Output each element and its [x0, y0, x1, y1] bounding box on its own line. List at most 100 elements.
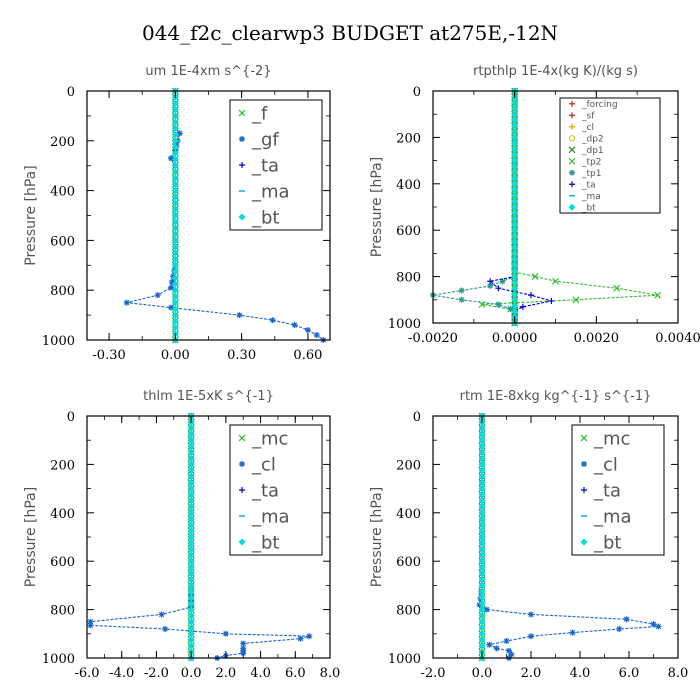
- data-point: [313, 332, 320, 339]
- data-point: [511, 215, 519, 223]
- data-point: [171, 324, 179, 332]
- legend-item: _f: [238, 103, 268, 124]
- data-point: [187, 563, 195, 571]
- series-bt: [511, 87, 519, 327]
- data-point: [171, 268, 179, 276]
- x-tick-label: 8.0: [320, 666, 341, 681]
- legend-label: _dp1: [581, 146, 604, 156]
- data-point: [167, 284, 174, 291]
- data-point: [511, 232, 519, 240]
- x-tick-label: -2.0: [144, 666, 169, 681]
- legend-item: _ma: [239, 181, 290, 202]
- data-point: [511, 278, 519, 286]
- data-point: [187, 460, 195, 468]
- data-point: [171, 137, 179, 145]
- data-point: [458, 296, 465, 303]
- data-point: [508, 651, 515, 658]
- chart-2: rtpthlp 1E-4x(kg K)/(kg s) Pressure [hPa]…: [369, 64, 700, 346]
- data-point: [478, 618, 486, 626]
- legend-marker: [568, 203, 576, 211]
- data-point: [511, 139, 519, 147]
- data-point: [222, 630, 229, 637]
- legend-marker: [569, 181, 575, 188]
- data-point: [478, 466, 486, 474]
- data-point: [171, 243, 179, 251]
- figure-title: 044_f2c_clearwp3 BUDGET at275E,-12N: [142, 21, 558, 45]
- legend-item: _mc: [580, 428, 630, 449]
- y-axis-label: Pressure [hPa]: [369, 487, 385, 587]
- data-point: [171, 311, 179, 319]
- data-point: [511, 110, 519, 118]
- data-point: [478, 436, 486, 444]
- data-point: [187, 497, 195, 505]
- x-tick-label: 2.0: [521, 666, 542, 681]
- data-point: [511, 128, 519, 136]
- data-point: [187, 587, 195, 595]
- y-tick-label: 1000: [42, 334, 75, 349]
- data-point: [511, 209, 519, 217]
- data-point: [507, 306, 514, 313]
- y-tick-label: 0: [67, 410, 75, 425]
- legend-marker: [581, 461, 587, 467]
- data-point: [486, 641, 493, 648]
- legend-label: _mc: [593, 428, 630, 449]
- data-point: [476, 601, 483, 608]
- legend-label: _bt: [251, 207, 279, 228]
- legend-item: _tp1: [569, 169, 601, 179]
- data-point: [187, 636, 195, 644]
- data-point: [187, 545, 195, 553]
- data-point: [240, 640, 247, 647]
- data-point: [478, 448, 486, 456]
- data-point: [478, 430, 486, 438]
- data-point: [478, 533, 486, 541]
- data-point: [478, 630, 486, 638]
- data-point: [511, 180, 519, 188]
- data-point: [187, 466, 195, 474]
- data-point: [171, 149, 179, 157]
- data-point: [478, 551, 486, 559]
- data-point: [655, 623, 662, 630]
- y-tick-label: 400: [396, 507, 421, 522]
- data-point: [511, 255, 519, 263]
- data-point: [171, 274, 179, 282]
- y-axis-label: Pressure [hPa]: [23, 165, 39, 265]
- data-point: [478, 569, 486, 577]
- data-point: [171, 205, 179, 213]
- legend-label: _bt: [251, 532, 279, 553]
- legend-marker: [569, 100, 575, 107]
- legend-box: [571, 424, 665, 556]
- x-tick-label: 0.0: [181, 666, 202, 681]
- legend-item: _cl: [239, 454, 276, 475]
- data-point: [154, 292, 161, 299]
- data-point: [478, 485, 486, 493]
- series-bt: [171, 87, 179, 344]
- y-tick-label: 400: [50, 185, 75, 200]
- data-point: [171, 292, 179, 300]
- legend-label: _ta: [251, 480, 279, 501]
- legend-label: _ma: [251, 181, 290, 202]
- data-point: [478, 600, 486, 608]
- data-point: [187, 485, 195, 493]
- data-point: [478, 539, 486, 547]
- x-tick-label: 8.0: [668, 666, 689, 681]
- data-point: [478, 521, 486, 529]
- series-ta: [487, 88, 555, 326]
- data-point: [569, 629, 576, 636]
- data-point: [478, 424, 486, 432]
- data-point: [187, 491, 195, 499]
- legend-marker: [568, 157, 576, 165]
- x-tick-label: 4.0: [250, 666, 271, 681]
- y-tick-label: 800: [396, 271, 421, 286]
- legend-label: _f: [251, 103, 268, 124]
- data-point: [478, 491, 486, 499]
- data-point: [511, 302, 519, 310]
- legend-marker: [238, 538, 246, 546]
- x-tick-label: 6.0: [285, 666, 306, 681]
- data-point: [167, 304, 174, 311]
- legend: _mc _cl _ta _ma _bt: [571, 424, 665, 556]
- chart-1: um 1E-4xm s^{-2} Pressure [hPa] -0.30 0.00 0…: [23, 64, 331, 363]
- data-point: [511, 267, 519, 275]
- legend: _forcing_sf _cl_dp2 _dp1_tp2 _tp1_ta _ma_bt: [559, 97, 661, 214]
- data-point: [478, 642, 486, 650]
- legend-label: _cl: [581, 123, 594, 133]
